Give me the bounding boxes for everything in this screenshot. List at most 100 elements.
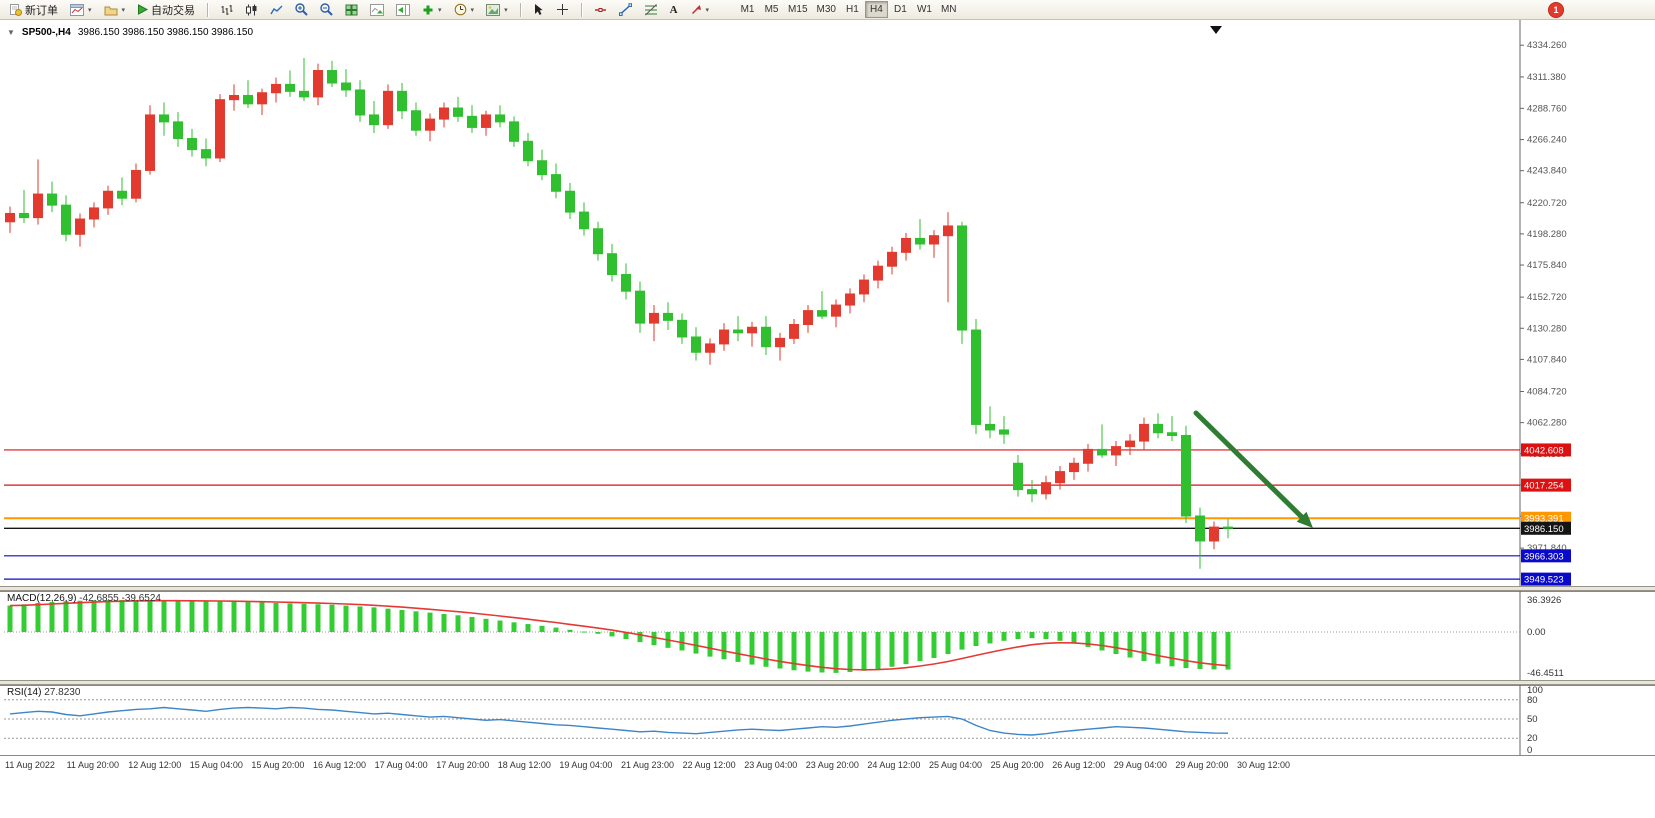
candle-down [551,174,561,192]
auto-scroll-button[interactable] [365,1,389,19]
text-tool-button[interactable]: A [665,1,683,19]
macd-panel-canvas[interactable]: 36.3926 0.00 -46.4511 [0,591,1655,680]
candle-down [593,228,603,255]
candle-up [649,312,659,324]
macd-bar [357,606,363,632]
rsi-value: 27.8230 [44,687,81,698]
arrow-tool-icon [691,4,701,14]
macd-bar [819,632,825,673]
macd-bar [1141,632,1147,662]
price-chart-canvas[interactable]: 4334.260 4311.380 4288.760 4266.240 4243.840… [0,20,1655,586]
candle-down [537,160,547,176]
timeframe-m15[interactable]: M15 [784,1,811,18]
trend-arrow[interactable] [1193,410,1305,520]
macd-bar [413,611,419,632]
timeframe-m1[interactable]: M1 [736,1,759,18]
time-axis-label: 21 Aug 23:00 [621,760,675,770]
toolbar-separator [519,2,521,17]
timeframe-h4[interactable]: H4 [864,1,888,18]
notification-badge[interactable]: 1 [1549,3,1563,17]
price-badge [1521,549,1571,563]
macd-bar [791,632,797,671]
macd-bar [231,601,237,632]
indicators-button[interactable]: ▾ [417,1,447,19]
caret-down-icon: ▾ [438,6,442,14]
zoom-out-button[interactable] [315,1,338,19]
periods-button[interactable]: ▾ [449,1,480,19]
time-axis-label: 18 Aug 12:00 [497,760,551,770]
profiles-button[interactable]: ▾ [99,1,131,19]
chart-shift-marker[interactable] [1210,26,1222,34]
macd-bar [189,601,195,632]
candle-up [747,326,757,334]
timeframe-h1[interactable]: H1 [841,1,864,18]
clock-icon [454,3,466,16]
macd-bar [623,632,629,640]
price-axis-label: 4220.720 [1527,198,1567,209]
timeframe-d1[interactable]: D1 [889,1,912,18]
candle-up [89,207,99,220]
macd-bar [553,627,559,632]
cursor-button[interactable] [528,1,549,19]
candle-up [929,235,939,245]
arrows-tool-button[interactable]: ▾ [685,1,715,19]
time-axis[interactable]: 11 Aug 2022 11 Aug 20:00 12 Aug 12:00 15 Au… [0,755,1655,777]
panel-splitter[interactable] [0,680,1655,685]
macd-bar [763,632,769,667]
macd-bar [959,632,965,650]
macd-bar [1043,632,1049,640]
text-tool-icon: A [669,3,678,16]
bar-chart-button[interactable] [215,1,238,19]
line-chart-button[interactable] [265,1,288,19]
new-order-button[interactable]: 新订单 [4,1,63,19]
rsi-axis-label: 20 [1527,733,1538,744]
macd-bar [315,604,321,632]
candle-up [439,107,449,120]
zoom-in-button[interactable] [290,1,313,19]
chart-shift-icon [396,3,411,16]
timeframe-mn[interactable]: MN [937,1,961,18]
hline-button[interactable] [589,1,612,19]
rsi-axis-label: 0 [1527,745,1532,755]
macd-bar [1113,632,1119,654]
tile-windows-button[interactable] [340,1,363,19]
candle-down [453,107,463,117]
line-chart-icon [270,5,283,14]
chart-shift-button[interactable] [391,1,415,19]
crosshair-icon [556,4,568,15]
macd-bar [637,632,643,643]
candle-down [635,290,645,324]
templates-button[interactable]: ▾ [481,1,513,19]
trendline-icon [618,3,632,16]
candle-down [285,83,295,92]
autotrading-button[interactable]: 自动交易 [132,1,200,19]
trendline-button[interactable] [614,1,637,19]
candle-down [1223,526,1233,529]
tile-windows-icon [345,4,358,15]
macd-bar [1085,632,1091,647]
time-axis-label: 11 Aug 20:00 [66,760,119,770]
timeframe-w1[interactable]: W1 [913,1,936,18]
one-click-collapse-icon[interactable]: ▼ [7,28,15,37]
timeframe-m30[interactable]: M30 [813,1,840,18]
fibonacci-button[interactable] [639,1,663,19]
macd-bar [483,618,489,632]
candlestick-chart-button[interactable] [240,1,263,19]
time-axis-label: 17 Aug 20:00 [436,760,490,770]
candle-up [1083,448,1093,464]
macd-bar [987,632,993,644]
template-icon [486,3,501,16]
trend-arrow-head [1296,511,1313,528]
macd-bar [693,632,699,654]
symbol-header: ▼ SP500-,H4 3986.150 3986.150 3986.150 3… [7,27,253,38]
macd-bar [1211,632,1217,670]
panel-splitter[interactable] [0,586,1655,591]
macd-bar [343,605,349,632]
timeframe-m5[interactable]: M5 [760,1,783,18]
crosshair-button[interactable] [551,1,574,19]
time-axis-label: 29 Aug 20:00 [1175,760,1229,770]
price-badge [1521,443,1571,457]
chart-window-icon [70,3,84,16]
charts-menu-button[interactable]: ▾ [65,1,97,19]
